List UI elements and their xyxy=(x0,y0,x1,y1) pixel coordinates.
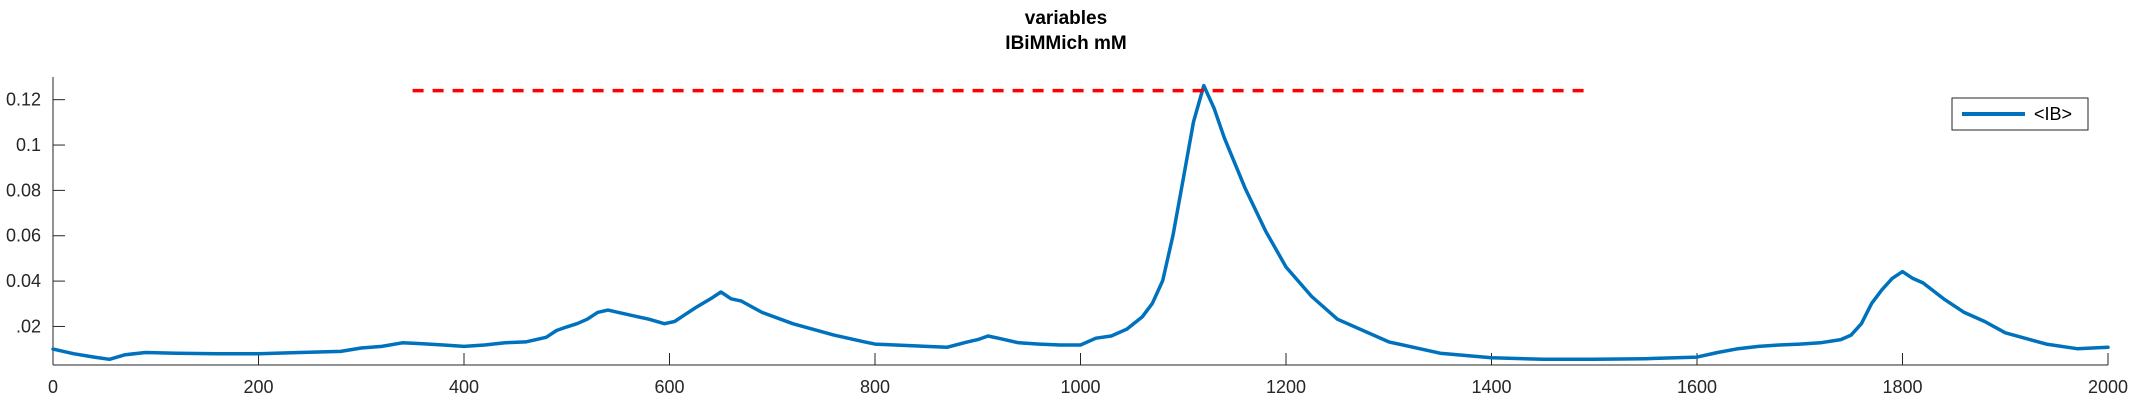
legend-label-ib: <IB> xyxy=(2034,104,2072,124)
axes: 0 200 400 600 800 1000 1200 1400 1600 1800 2000 .02… xyxy=(6,77,2128,397)
x-tick-label: 400 xyxy=(449,377,479,397)
y-tick-label: .02 xyxy=(16,316,41,336)
x-tick-label: 1200 xyxy=(1266,377,1306,397)
chart-title-line-1: variables xyxy=(1025,8,1107,29)
chart-title-line-2: IBiMMich mM xyxy=(1005,33,1126,54)
y-tick-label: 0.06 xyxy=(6,226,41,246)
x-tick-label: 800 xyxy=(860,377,890,397)
plot-area xyxy=(51,83,2110,362)
x-tick-label: 1400 xyxy=(1471,377,1511,397)
x-tick-label: 1600 xyxy=(1677,377,1717,397)
x-tick-label: 2000 xyxy=(2088,377,2128,397)
y-tick-label: 0.08 xyxy=(6,180,41,200)
chart-title: variables IBiMMich mM xyxy=(1005,8,1126,54)
x-tick-label: 1800 xyxy=(1882,377,1922,397)
legend: <IB> xyxy=(1951,97,2089,131)
x-tick-label: 0 xyxy=(48,377,58,397)
x-tick-label: 600 xyxy=(654,377,684,397)
x-tick-label: 1000 xyxy=(1060,377,1100,397)
y-tick-label: 0.1 xyxy=(16,135,41,155)
series-line-ib xyxy=(51,83,2110,362)
y-tick-label: 0.12 xyxy=(6,90,41,110)
y-tick-label: 0.04 xyxy=(6,271,41,291)
x-tick-label: 200 xyxy=(243,377,273,397)
